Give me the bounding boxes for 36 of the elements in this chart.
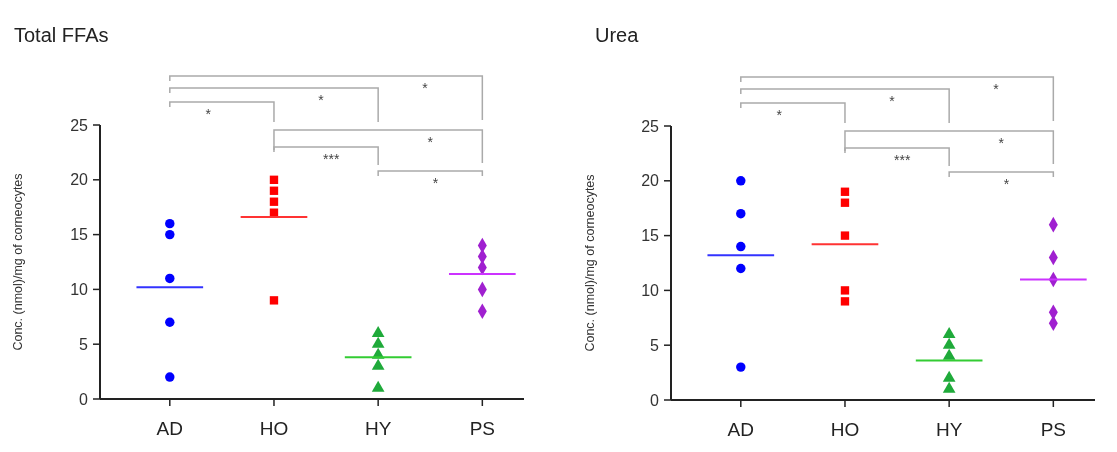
x-tick-label: AD	[727, 419, 754, 440]
y-axis-title: Conc. (nmol)/mg of corneocytes	[11, 173, 25, 351]
text: *	[318, 92, 325, 108]
chart-title: Total FFAs	[14, 24, 109, 46]
y-tick-label: 10	[641, 282, 660, 299]
y-tick-label: 15	[70, 226, 89, 244]
annotation: ***	[323, 151, 340, 167]
text: *	[889, 93, 896, 109]
x-tick-label: AD	[156, 418, 183, 439]
text: *	[422, 80, 429, 96]
x-tick-label: HO	[830, 419, 860, 440]
text: *	[776, 107, 783, 123]
text: *	[993, 81, 1000, 97]
x-tick-label: PS	[1040, 419, 1067, 440]
text: *	[205, 106, 212, 122]
y-tick-label: 20	[70, 171, 89, 189]
y-axis-title: Conc. (nmol)/mg of corneocytes	[583, 174, 597, 352]
x-tick-label: HY	[364, 418, 392, 439]
x-tick-label: PS	[469, 418, 496, 439]
annotation: *	[998, 135, 1005, 151]
y-tick-label: 15	[641, 227, 660, 245]
y-tick-label: 5	[79, 335, 89, 353]
y-tick-label: 10	[70, 281, 89, 298]
y-tick-label: 25	[641, 117, 660, 135]
annotation: ***	[894, 152, 911, 168]
y-tick-label: 25	[70, 116, 89, 134]
annotation: *	[1003, 176, 1010, 192]
x-tick-label: HO	[259, 418, 289, 439]
chart-title: Urea	[595, 24, 640, 46]
x-tick-label: HY	[935, 419, 963, 440]
y-tick-label: 5	[650, 336, 660, 354]
annotation: *	[432, 175, 439, 191]
y-tick-label: 0	[650, 391, 660, 409]
y-tick-label: 0	[79, 390, 89, 408]
y-tick-label: 20	[641, 172, 660, 190]
annotation: *	[427, 134, 434, 150]
